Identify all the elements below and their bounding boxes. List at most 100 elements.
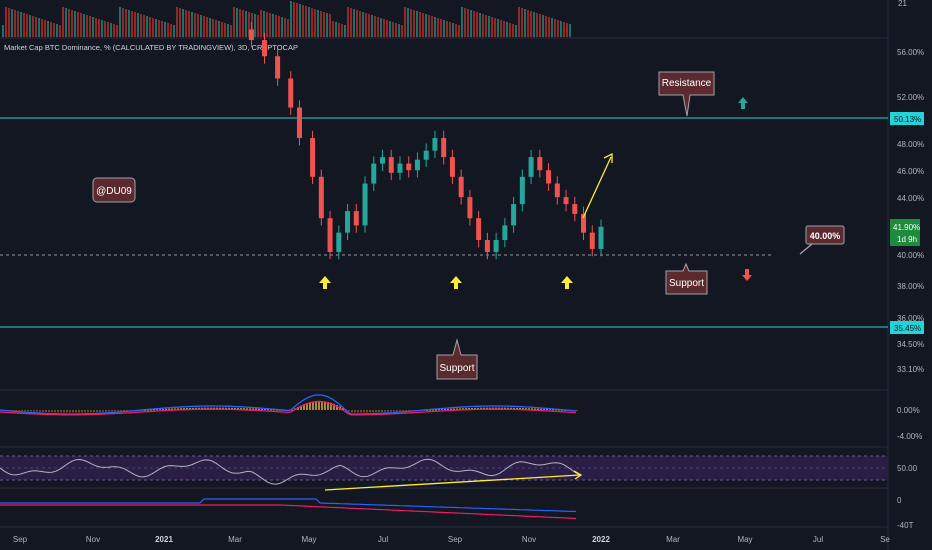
svg-text:41.90%: 41.90%: [893, 223, 920, 232]
macd-bar: [243, 408, 245, 410]
volume-bar: [47, 21, 49, 37]
macd-bar: [450, 408, 452, 410]
volume-bar: [425, 14, 427, 37]
macd-bar: [402, 410, 404, 412]
volume-bar: [494, 18, 496, 37]
macd-bar: [78, 410, 80, 413]
macd-bar: [390, 410, 392, 412]
volume-bar: [32, 16, 34, 37]
macd-bar: [57, 410, 59, 413]
volume-bar: [185, 10, 187, 37]
macd-bar: [159, 409, 161, 411]
volume-bar: [38, 18, 40, 37]
volume-bar: [341, 24, 343, 37]
price-axis[interactable]: 56.00% 52.00% 48.00% 46.00% 44.00% 40.00…: [897, 48, 924, 374]
volume-bar: [431, 16, 433, 37]
candle-body: [353, 211, 359, 226]
volume-bar: [152, 18, 154, 37]
resistance-callout[interactable]: Resistance: [658, 71, 715, 117]
macd-bar: [114, 410, 116, 412]
macd-bar: [378, 410, 380, 413]
volume-bar: [461, 7, 463, 37]
macd-bar: [249, 408, 251, 410]
volume-bar: [410, 9, 412, 37]
candle-body: [598, 226, 604, 249]
candle-body: [362, 183, 368, 226]
volume-bars: [2, 1, 571, 37]
volume-bar: [449, 22, 451, 37]
candle-body: [563, 197, 569, 205]
volume-bar: [104, 21, 106, 37]
volume-bar: [35, 17, 37, 37]
volume-bar: [263, 11, 265, 37]
volume-bar: [155, 19, 157, 37]
macd-bar: [99, 410, 101, 412]
macd-bar: [75, 410, 77, 413]
macd-bar: [186, 407, 188, 410]
candle-body: [380, 157, 385, 164]
support-callout-bottom[interactable]: Support: [436, 338, 478, 380]
time-axis[interactable]: Sep Nov 2021 Mar May Jul Sep Nov 2022 Ma…: [13, 535, 891, 544]
volume-bar: [50, 22, 52, 37]
candle-body: [345, 211, 351, 233]
volume-bar: [485, 15, 487, 37]
volume-bar: [401, 25, 403, 37]
rsi-divergence-line: [324, 470, 583, 491]
candle-body: [581, 213, 587, 233]
volume-bar: [197, 14, 199, 37]
volume-bar: [329, 14, 331, 37]
volume-bar: [92, 17, 94, 37]
macd-bar: [42, 410, 44, 412]
volume-bar: [512, 24, 514, 37]
volume-bar: [194, 13, 196, 37]
candle-body: [397, 163, 403, 173]
volume-bar: [224, 23, 226, 37]
candle-body: [476, 218, 482, 241]
volume-bar: [173, 25, 175, 37]
volume-bar: [308, 7, 310, 37]
volume-bar: [176, 7, 178, 37]
volume-bar: [2, 25, 4, 37]
macd-bar: [327, 401, 329, 410]
macd-bar: [333, 403, 335, 410]
macd-bar: [267, 409, 269, 411]
volume-bar: [374, 16, 376, 37]
volume-axis-label: 21: [898, 0, 907, 8]
macd-bar: [177, 408, 179, 410]
candle-body: [546, 170, 552, 184]
bottom-tick: -40T: [897, 521, 914, 530]
macd-bar: [111, 410, 113, 412]
volume-bar: [320, 11, 322, 37]
candle-body: [336, 232, 342, 252]
volume-bar: [392, 22, 394, 37]
macd-bar: [150, 409, 152, 411]
volume-bar: [371, 15, 373, 37]
macd-bar: [522, 408, 524, 410]
volume-bar: [56, 24, 58, 37]
volume-bar: [179, 8, 181, 37]
candle-body: [248, 29, 254, 41]
volume-bar: [398, 24, 400, 37]
macd-bar: [330, 402, 332, 410]
volume-bar: [200, 15, 202, 37]
macd-bar: [15, 410, 17, 411]
macd-bar: [81, 410, 83, 413]
handle-label[interactable]: @DU09: [92, 177, 136, 203]
volume-bar: [125, 9, 127, 37]
volume-bar: [476, 12, 478, 37]
macd-bar: [147, 409, 149, 411]
macd-bar: [342, 407, 344, 410]
macd-bar: [60, 410, 62, 413]
volume-bar: [203, 16, 205, 37]
candle-body: [449, 157, 455, 177]
target-price-label[interactable]: 40.00%: [799, 225, 845, 255]
volume-bar: [260, 10, 262, 37]
volume-bar: [404, 7, 406, 37]
volume-bar: [470, 10, 472, 37]
volume-bar: [515, 25, 517, 37]
macd-bar: [273, 409, 275, 411]
time-tick: Jul: [813, 535, 823, 544]
macd-bar: [300, 405, 302, 410]
support-callout-right[interactable]: Support: [665, 262, 708, 295]
